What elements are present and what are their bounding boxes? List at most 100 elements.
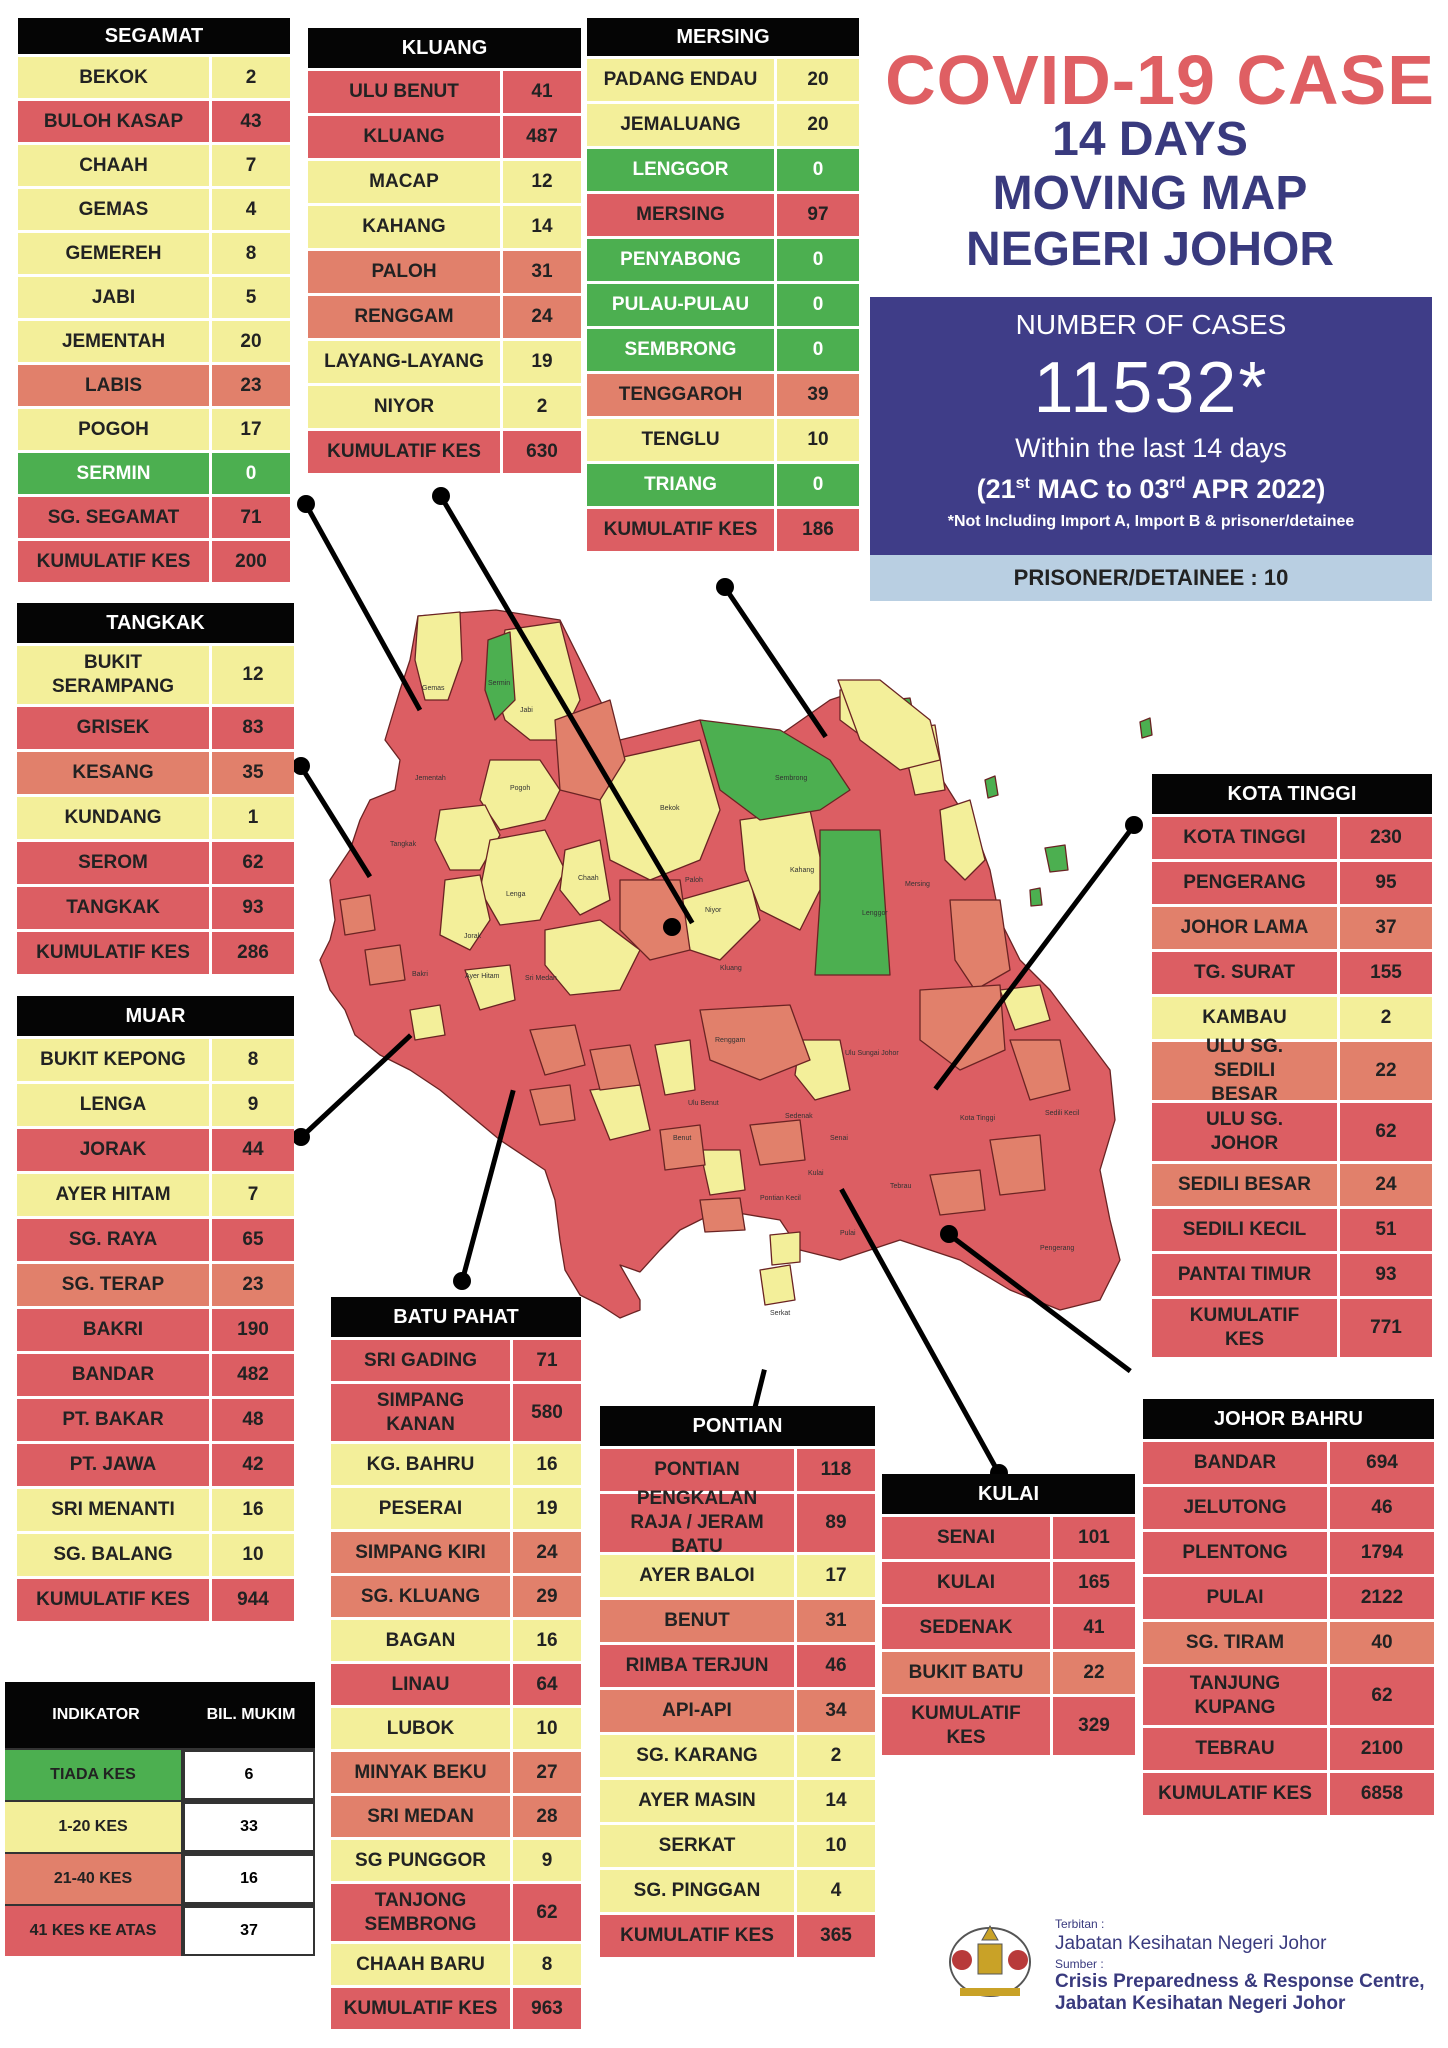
table-row-kotatinggi-ulu-sg-sedili-besar: ULU SG. SEDILI BESAR 22	[1152, 1036, 1432, 1105]
mukim-name: SG. TIRAM	[1143, 1622, 1330, 1664]
case-count: 42	[242, 1454, 264, 1475]
map-label-tangkak: Tangkak	[390, 841, 417, 848]
case-count: 14	[531, 216, 553, 237]
table-row-kluang-kahang: KAHANG 14	[308, 203, 581, 248]
table-tangkak: TANGKAK BUKIT SERAMPANG 12 GRISEK 83 KESANG 35…	[17, 603, 294, 974]
legend-row-21-40-kes: 21-40 KES 16	[5, 1852, 315, 1904]
table-row-pontian-rimba-terjun: RIMBA TERJUN 46	[600, 1642, 875, 1687]
map-area-bukit-batu	[749, 1119, 806, 1166]
mukim-name: SG. KLUANG	[331, 1576, 513, 1617]
table-row-johorbahru-pulai: PULAI 2122	[1143, 1574, 1434, 1619]
table-row-batupahat-minyak-beku: MINYAK BEKU 27	[331, 1749, 581, 1793]
table-row-pontian-ayer-baloi: AYER BALOI 17	[600, 1552, 875, 1597]
map-area-sri-menanti	[409, 1004, 446, 1041]
map-label-jabi: Jabi	[520, 707, 533, 714]
mukim-name: SG. TERAP	[17, 1264, 212, 1306]
case-count: 93	[1375, 1264, 1397, 1285]
map-label-gemas: Gemas	[422, 685, 445, 692]
case-count: 19	[531, 351, 553, 372]
mukim-name: ULU SG. SEDILI BESAR	[1152, 1036, 1340, 1105]
map-area-benut	[659, 1124, 706, 1171]
mukim-name: SIMPANG KIRI	[331, 1532, 513, 1573]
table-row-tangkak-kesang: KESANG 35	[17, 749, 294, 794]
case-count: 365	[820, 1925, 852, 1946]
mukim-name: SG. PINGGAN	[600, 1870, 797, 1912]
map-label-sembrong: Sembrong	[775, 775, 807, 782]
sumber-line2: Jabatan Kesihatan Negeri Johor	[1055, 1993, 1346, 2014]
table-pontian: PONTIAN PONTIAN 118 PENGKALAN RAJA / JERAM …	[600, 1406, 875, 1957]
mukim-name: LINAU	[331, 1664, 513, 1705]
import-note: *Not Including Import A, Import B & pris…	[947, 513, 1355, 530]
map-area-bekok	[599, 739, 721, 881]
table-row-muar-pt-bakar: PT. BAKAR 48	[17, 1396, 294, 1441]
map-label-jorak: Jorak	[464, 933, 482, 940]
case-count: 40	[1371, 1632, 1393, 1653]
map-label-tebrau: Tebrau	[890, 1183, 912, 1190]
case-count: 694	[1366, 1452, 1398, 1473]
table-header-johorbahru: JOHOR BAHRU	[1143, 1399, 1434, 1439]
case-count: 62	[242, 852, 264, 873]
case-count: 1794	[1360, 1542, 1404, 1563]
legend-label: 41 KES KE ATAS	[5, 1906, 183, 1956]
table-row-johorbahru-jelutong: JELUTONG 46	[1143, 1484, 1434, 1529]
table-header-pontian: PONTIAN	[600, 1406, 875, 1446]
case-count: 7	[247, 1184, 259, 1205]
map-island-tinggi	[1044, 844, 1069, 873]
table-row-muar-sg-terap: SG. TERAP 23	[17, 1261, 294, 1306]
case-count: 2	[536, 396, 548, 417]
case-count: 2100	[1360, 1738, 1404, 1759]
table-row-batupahat-bagan: BAGAN 16	[331, 1617, 581, 1661]
map-area-jemaluang	[939, 799, 986, 881]
case-count: 12	[531, 171, 553, 192]
indicator-legend: INDIKATOR BIL. MUKIM TIADA KES 6 1-20 KES 3…	[5, 1682, 315, 1956]
terbitan-label: Terbitan :	[1055, 1917, 1105, 1931]
map-area-sungai-terap	[364, 944, 406, 986]
table-row-muar-ayer-hitam: AYER HITAM 7	[17, 1171, 294, 1216]
table-row-tangkak-kumulatif-kes: KUMULATIF KES 286	[17, 929, 294, 974]
case-count: 118	[820, 1459, 852, 1480]
legend-row-41-kes-ke-atas: 41 KES KE ATAS 37	[5, 1904, 315, 1956]
map-area-sembrong	[699, 719, 851, 821]
table-row-muar-sg-balang: SG. BALANG 10	[17, 1531, 294, 1576]
case-count: 37	[1375, 917, 1397, 938]
legend-label: 21-40 KES	[5, 1854, 183, 1904]
case-count: 93	[242, 897, 264, 918]
case-count: 10	[825, 1835, 847, 1856]
pointer-dot-kluang-end	[663, 918, 681, 936]
map-label-paloh: Paloh	[685, 877, 703, 884]
mukim-name: SEDILI BESAR	[1152, 1164, 1340, 1206]
legend-header-bil-mukim: BIL. MUKIM	[206, 1706, 296, 1723]
mukim-name: KAMBAU	[1152, 997, 1340, 1039]
map-label-kahang: Kahang	[790, 867, 814, 874]
case-count: 24	[1375, 1174, 1397, 1195]
period-text: (21st MAC to 03rd APR 2022)	[976, 474, 1326, 504]
mukim-name: ULU SG. JOHOR	[1152, 1103, 1340, 1161]
map-area-chaah-bahru	[544, 919, 641, 996]
table-row-mersing-triang: TRIANG 0	[587, 461, 859, 506]
mukim-name: SIMPANG KANAN	[331, 1384, 513, 1441]
table-row-kluang-renggam: RENGGAM 24	[308, 293, 581, 338]
case-count: 630	[526, 441, 558, 462]
case-count: 39	[807, 384, 829, 405]
case-count: 23	[240, 374, 262, 396]
mukim-name: SG. RAYA	[17, 1219, 212, 1261]
table-row-muar-bandar: BANDAR 482	[17, 1351, 294, 1396]
map-area-bukit-kepong	[439, 874, 491, 951]
table-kulai: KULAI SENAI 101 KULAI 165 SEDENAK 41 BUKIT BATU…	[882, 1474, 1135, 1755]
case-count: 190	[237, 1319, 269, 1340]
case-count: 46	[825, 1655, 847, 1676]
table-row-kulai-kulai: KULAI 165	[882, 1559, 1135, 1604]
map-label-renggam: Renggam	[715, 1037, 746, 1044]
case-count: 10	[536, 1717, 558, 1739]
table-row-kotatinggi-kumulatif-kes: KUMULATIF KES 771	[1152, 1296, 1432, 1357]
case-count: 65	[242, 1229, 264, 1250]
mukim-name: GRISEK	[17, 707, 212, 749]
map-label-pogoh: Pogoh	[510, 785, 530, 792]
table-row-muar-bakri: BAKRI 190	[17, 1306, 294, 1351]
mukim-name: KG. BAHRU	[331, 1444, 513, 1485]
case-count: 71	[240, 506, 262, 528]
table-row-segamat-kumulatif-kes: KUMULATIF KES 200	[18, 538, 290, 582]
table-row-batupahat-sg-kluang: SG. KLUANG 29	[331, 1573, 581, 1617]
table-row-segamat-labis: LABIS 23	[18, 362, 290, 406]
